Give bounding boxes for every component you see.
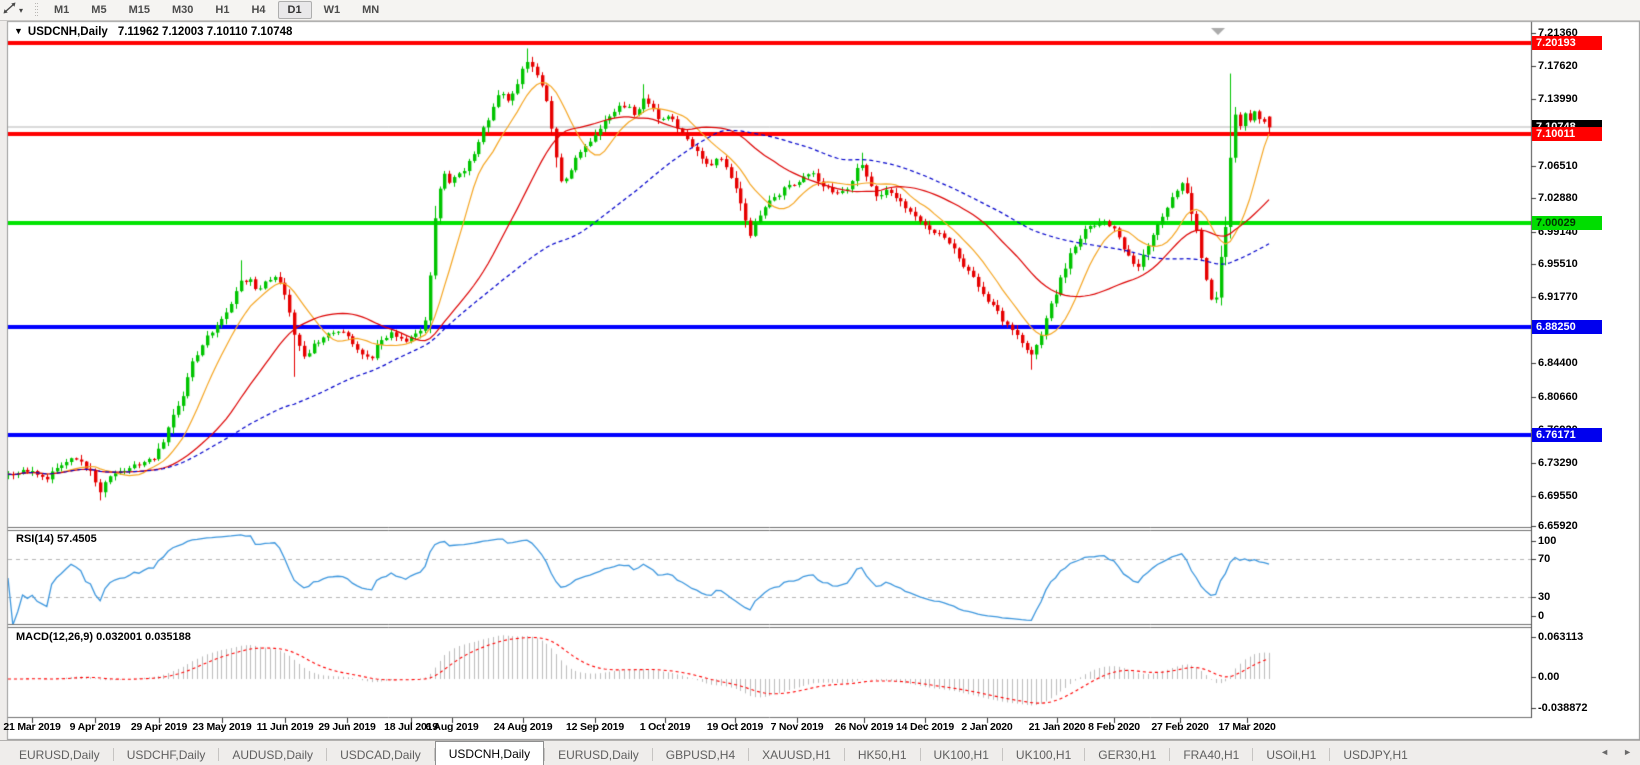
price-tick-6.73290: 6.73290: [1538, 457, 1578, 469]
tab-separator: [919, 748, 921, 761]
date-label: 29 Jun 2019: [318, 721, 376, 733]
timeframe-buttons: M1 M5 M15 M30 H1 H4 D1 W1 MN: [44, 1, 389, 19]
chart-cursor-button[interactable]: ▾: [0, 0, 29, 20]
tab-ger30-h1[interactable]: GER30,H1: [1098, 747, 1157, 762]
tab-separator: [544, 748, 546, 761]
price-tick-6.95510: 6.95510: [1538, 258, 1578, 270]
date-label: 8 Feb 2020: [1088, 721, 1140, 733]
period-button-m5[interactable]: M5: [91, 4, 107, 16]
date-label: 26 Nov 2019: [834, 721, 894, 733]
rsi-tick-100: 100: [1538, 535, 1557, 547]
tabs-scroll-left-icon[interactable]: ◄: [1600, 747, 1610, 757]
price-tick-6.65920: 6.65920: [1538, 520, 1578, 532]
tab-separator: [433, 748, 435, 761]
symbol-period-label: USDCNH,Daily: [27, 26, 108, 38]
tab-separator: [112, 748, 114, 761]
chart-tabs: EURUSD,Daily USDCHF,Daily AUDUSD,Daily USDC…: [0, 740, 1421, 765]
price-label-6.76171: 6.76171: [1532, 428, 1602, 442]
date-label: 19 Oct 2019: [706, 721, 764, 733]
date-label: 9 Apr 2019: [69, 721, 121, 733]
period-button-d1[interactable]: D1: [277, 1, 312, 19]
price-tick-6.69550: 6.69550: [1538, 490, 1578, 502]
price-tick-7.02880: 7.02880: [1538, 192, 1578, 204]
tab-separator: [326, 748, 328, 761]
date-label: 6 Aug 2019: [425, 721, 479, 733]
chart-tabs-bar: EURUSD,Daily USDCHF,Daily AUDUSD,Daily USDC…: [0, 740, 1640, 765]
period-button-h4[interactable]: H4: [251, 4, 266, 16]
tab-separator: [843, 748, 845, 761]
price-tick-7.13990: 7.13990: [1538, 93, 1578, 105]
date-label: 29 Apr 2019: [130, 721, 188, 733]
period-button-m30[interactable]: M30: [171, 4, 194, 16]
tab-gbpusd-h4[interactable]: GBPUSD,H4: [665, 747, 736, 762]
date-label: 21 Mar 2019: [3, 721, 61, 733]
period-button-h1[interactable]: H1: [215, 4, 230, 16]
tab-audusd-daily[interactable]: AUDUSD,Daily: [232, 747, 314, 762]
macd-tick-0.063113: 0.063113: [1538, 631, 1584, 643]
tab-uk100-h1[interactable]: UK100,H1: [933, 747, 989, 762]
tab-separator: [651, 748, 653, 761]
rsi-tick-30: 30: [1538, 591, 1551, 603]
price-tick-7.06510: 7.06510: [1538, 160, 1578, 172]
price-tick-7.17620: 7.17620: [1538, 60, 1578, 72]
tab-fra40-h1[interactable]: FRA40,H1: [1183, 747, 1240, 762]
date-label: 14 Dec 2019: [896, 721, 954, 733]
tab-usdcnh-daily[interactable]: USDCNH,Daily: [434, 741, 545, 765]
tab-xauusd-h1[interactable]: XAUUSD,H1: [762, 747, 831, 762]
date-label: 1 Oct 2019: [639, 721, 691, 733]
tab-scroll-controls: ◄ ►: [1600, 747, 1632, 757]
date-label: 2 Jan 2020: [961, 721, 1013, 733]
tab-usoil-h1[interactable]: USOil,H1: [1266, 747, 1317, 762]
macd-tick-0.00: 0.00: [1538, 671, 1560, 683]
period-button-m15[interactable]: M15: [128, 4, 150, 16]
tab-hk50-h1[interactable]: HK50,H1: [857, 747, 907, 762]
chart-title: ▼ USDCNH,Daily 7.11962 7.12003 7.10110 7.1…: [14, 26, 292, 38]
rsi-tick-70: 70: [1538, 553, 1551, 565]
date-label: 18 Jul 2019: [384, 721, 438, 733]
tab-separator: [748, 748, 750, 761]
chevron-down-icon: ▾: [19, 5, 24, 15]
price-label-7.10011: 7.10011: [1532, 127, 1602, 141]
date-label: 17 Mar 2020: [1218, 721, 1276, 733]
tab-separator: [1329, 748, 1331, 761]
price-label-7.00029: 7.00029: [1532, 216, 1602, 230]
price-label-7.20193: 7.20193: [1532, 36, 1602, 50]
tab-separator: [218, 748, 220, 761]
tab-separator: [1084, 748, 1086, 761]
macd-tick--0.038872: -0.038872: [1538, 702, 1588, 714]
tab-eurusd-daily[interactable]: EURUSD,Daily: [19, 747, 100, 762]
macd-indicator-label: MACD(12,26,9) 0.032001 0.035188: [16, 631, 191, 643]
date-label: 24 Aug 2019: [493, 721, 553, 733]
toolbar-grip: [35, 2, 39, 18]
tab-usdjpy-h1[interactable]: USDJPY,H1: [1343, 747, 1408, 762]
tab-separator: [1169, 748, 1171, 761]
price-tick-6.91770: 6.91770: [1538, 291, 1578, 303]
tab-eurusd-daily[interactable]: EURUSD,Daily: [558, 747, 639, 762]
tab-usdchf-daily[interactable]: USDCHF,Daily: [126, 747, 206, 762]
tabs-scroll-right-icon[interactable]: ►: [1623, 747, 1632, 757]
date-label: 7 Nov 2019: [770, 721, 824, 733]
tab-separator: [1252, 748, 1254, 761]
tab-uk100-h1[interactable]: UK100,H1: [1015, 747, 1072, 762]
date-label: 23 May 2019: [192, 721, 252, 733]
chart-cursor-icon: [2, 1, 17, 20]
period-button-mn[interactable]: MN: [362, 4, 380, 16]
period-button-w1[interactable]: W1: [323, 4, 341, 16]
rsi-tick-0: 0: [1538, 610, 1545, 622]
date-label: 21 Jan 2020: [1028, 721, 1086, 733]
toolbar: ▾ M1 M5 M15 M30 H1 H4 D1 W1 MN: [0, 0, 1640, 21]
ohlc-values: 7.11962 7.12003 7.10110 7.10748: [117, 26, 293, 38]
date-label: 12 Sep 2019: [566, 721, 624, 733]
price-tick-6.80660: 6.80660: [1538, 391, 1578, 403]
price-tick-6.84400: 6.84400: [1538, 357, 1578, 369]
date-label: 27 Feb 2020: [1151, 721, 1209, 733]
date-label: 11 Jun 2019: [256, 721, 314, 733]
tab-usdcad-daily[interactable]: USDCAD,Daily: [340, 747, 421, 762]
price-label-6.88250: 6.88250: [1532, 320, 1602, 334]
period-button-m1[interactable]: M1: [54, 4, 70, 16]
rsi-indicator-label: RSI(14) 57.4505: [16, 533, 97, 545]
tab-separator: [1001, 748, 1003, 761]
collapse-triangle-icon[interactable]: ▼: [14, 26, 23, 36]
